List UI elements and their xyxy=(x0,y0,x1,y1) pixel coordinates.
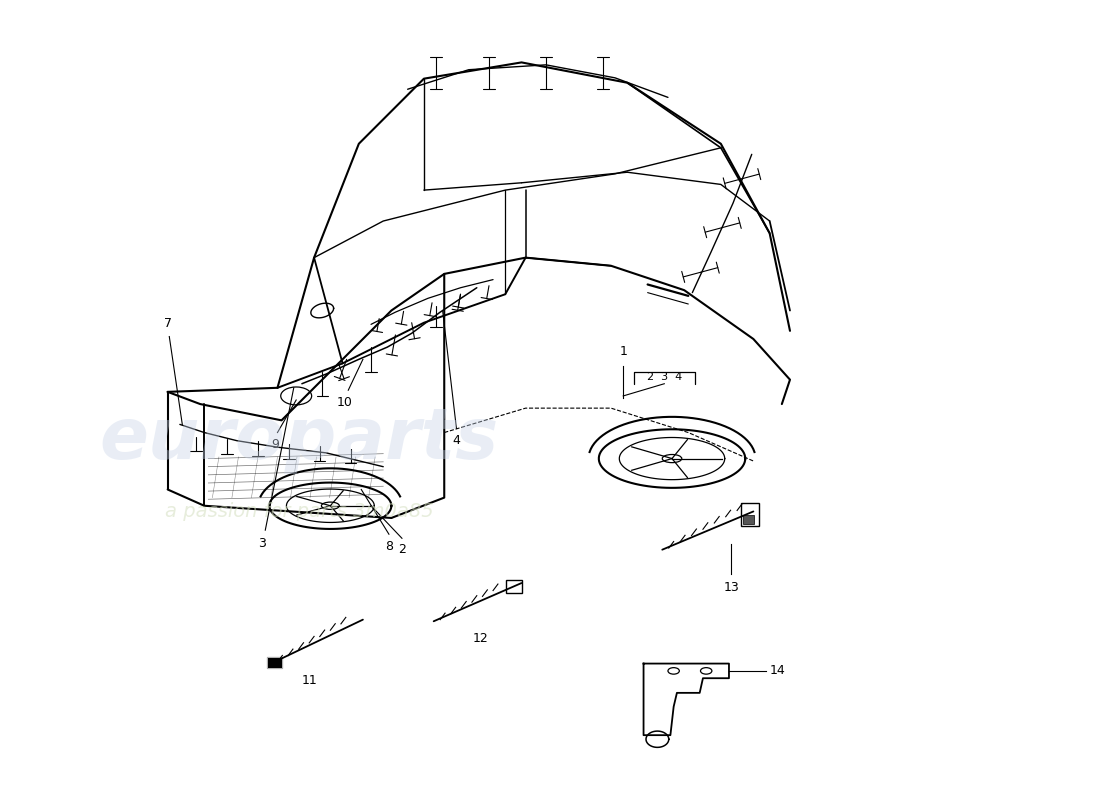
Text: 12: 12 xyxy=(473,632,488,645)
FancyBboxPatch shape xyxy=(742,514,755,525)
Text: 4: 4 xyxy=(452,434,461,447)
Text: 2: 2 xyxy=(398,543,406,556)
Text: 10: 10 xyxy=(337,396,353,409)
Text: 13: 13 xyxy=(724,581,739,594)
Text: a passion for parts 3m0a85: a passion for parts 3m0a85 xyxy=(165,502,433,521)
Text: 14: 14 xyxy=(770,664,785,678)
Text: europarts: europarts xyxy=(100,406,499,474)
Text: 9: 9 xyxy=(271,438,279,451)
Text: 11: 11 xyxy=(302,674,318,687)
Ellipse shape xyxy=(321,502,339,510)
Text: 2  3  4: 2 3 4 xyxy=(647,372,682,382)
Text: 1: 1 xyxy=(619,345,627,358)
Text: 7: 7 xyxy=(164,317,172,330)
Text: 8: 8 xyxy=(385,540,393,553)
FancyBboxPatch shape xyxy=(267,657,282,669)
Ellipse shape xyxy=(662,454,682,462)
Text: 3: 3 xyxy=(258,537,266,550)
